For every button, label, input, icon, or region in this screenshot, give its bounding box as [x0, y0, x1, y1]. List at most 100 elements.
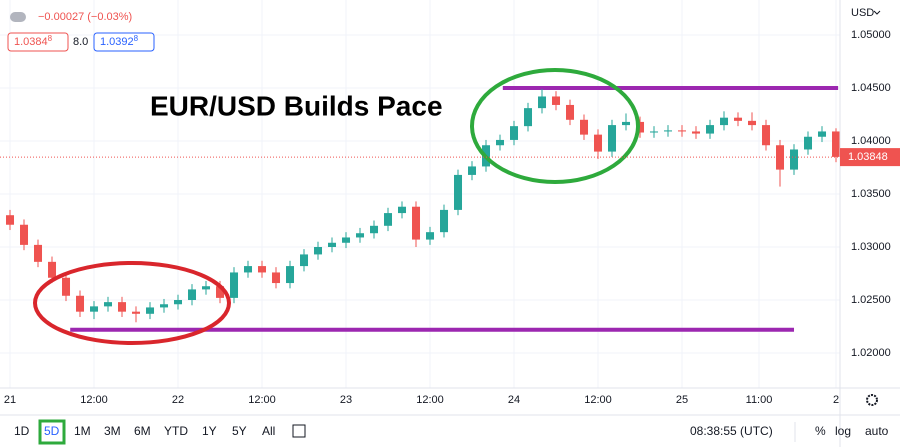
candle-body	[426, 232, 435, 240]
candle-body	[818, 131, 827, 137]
candle-body	[160, 304, 169, 308]
calendar-icon[interactable]	[292, 424, 306, 438]
bid-box[interactable]	[7, 32, 69, 52]
currency[interactable]: USD	[851, 7, 874, 19]
x-tick-label: 12:00	[584, 394, 612, 406]
range-button[interactable]: 1M	[74, 424, 91, 438]
candle-body	[90, 306, 99, 312]
candle-body	[104, 302, 113, 307]
candle-body	[692, 131, 701, 134]
range-button[interactable]: 1Y	[202, 424, 217, 438]
candle-body	[636, 121, 645, 133]
change: −0.00027 (−0.03%)	[38, 11, 132, 23]
x-tick-label: 21	[4, 394, 16, 406]
x-tick-label: 22	[172, 394, 184, 406]
range-button[interactable]: 6M	[134, 424, 151, 438]
candle-body	[76, 295, 85, 312]
candle-body	[510, 126, 519, 140]
ask-main: 1.0392	[100, 36, 134, 48]
candle-body	[6, 215, 15, 225]
candle-body	[524, 108, 533, 127]
ask: 1.03928	[100, 34, 139, 48]
candle-body	[34, 244, 43, 262]
candle-body	[188, 289, 197, 301]
candle-body	[552, 96, 561, 105]
y-tick-label: 1.02000	[851, 347, 891, 359]
bid-main: 1.0384	[14, 36, 48, 48]
candle-body	[328, 242, 337, 248]
range-buttons: 1D 5D 1M 3M 6M YTD 1Y 5Y All	[14, 419, 275, 445]
candle-body	[146, 307, 155, 314]
candle-body	[496, 139, 505, 146]
candle-body	[566, 104, 575, 120]
candle-body	[62, 277, 71, 296]
range-button[interactable]: All	[262, 424, 275, 438]
candle-body	[678, 130, 687, 132]
highlight-ellipse	[470, 68, 640, 184]
settings-icon[interactable]	[866, 394, 878, 406]
candle-body	[230, 272, 239, 298]
last-price-box	[840, 148, 900, 167]
y-tick-label: 1.03000	[851, 241, 891, 253]
candles	[6, 89, 840, 323]
candle-body	[384, 213, 393, 226]
chart-title: EUR/USD Builds Pace	[150, 90, 443, 121]
x-tick-label: 25	[676, 394, 688, 406]
range-button[interactable]: 1D	[14, 424, 30, 438]
candle-body	[832, 131, 840, 157]
candle-body	[216, 286, 225, 298]
x-tick-label: 23	[340, 394, 352, 406]
candle-body	[664, 130, 673, 132]
candle-body	[314, 247, 323, 255]
x-tick-label: 11:00	[746, 394, 773, 406]
grid	[0, 0, 840, 388]
ask-box[interactable]	[93, 32, 155, 52]
candle-body	[804, 136, 813, 150]
candle-body	[594, 134, 603, 152]
option-button[interactable]: log	[835, 424, 851, 438]
candle-body	[300, 254, 309, 267]
option-button[interactable]: %	[815, 424, 826, 438]
candle-body	[468, 166, 477, 175]
x-tick-label: 12:00	[80, 394, 108, 406]
candle-body	[258, 266, 267, 273]
last-price-label: 1.03848	[848, 151, 888, 163]
candle-body	[48, 261, 57, 278]
toggle[interactable]	[10, 12, 26, 22]
candle-body	[356, 233, 365, 238]
candle-body	[790, 149, 799, 170]
candle-body	[272, 272, 281, 284]
candle-body	[118, 302, 127, 312]
y-tick-label: 1.02500	[851, 294, 891, 306]
candle-body	[244, 266, 253, 273]
candle-body	[412, 206, 421, 240]
candle-body	[650, 131, 659, 133]
ask-sub: 8	[134, 34, 139, 43]
y-tick-label: 1.03500	[851, 188, 891, 200]
spread: 8.0	[73, 36, 88, 48]
candle-body	[174, 300, 183, 305]
bid-sub: 8	[48, 34, 53, 43]
candle-body	[538, 96, 547, 109]
range-button[interactable]: YTD	[164, 424, 188, 438]
x-tick-label: 12:00	[416, 394, 444, 406]
candle-body	[454, 174, 463, 210]
candle-body	[720, 117, 729, 126]
levels	[70, 85, 839, 332]
option-button[interactable]: auto	[865, 424, 889, 438]
active-range	[38, 419, 66, 445]
candle-body	[132, 311, 141, 314]
candle-body	[342, 237, 351, 243]
range-button[interactable]: 5D	[44, 424, 60, 438]
candle-body	[706, 125, 715, 134]
range-button[interactable]: 5Y	[232, 424, 247, 438]
candle-body	[398, 206, 407, 214]
x-tick-label: 12:00	[248, 394, 276, 406]
candle-body	[440, 209, 449, 233]
highlight-ellipse	[33, 261, 231, 345]
range-button[interactable]: 3M	[104, 424, 121, 438]
y-tick-label: 1.04500	[851, 82, 891, 94]
y-tick-label: 1.04000	[851, 135, 891, 147]
candle-body	[20, 224, 29, 245]
